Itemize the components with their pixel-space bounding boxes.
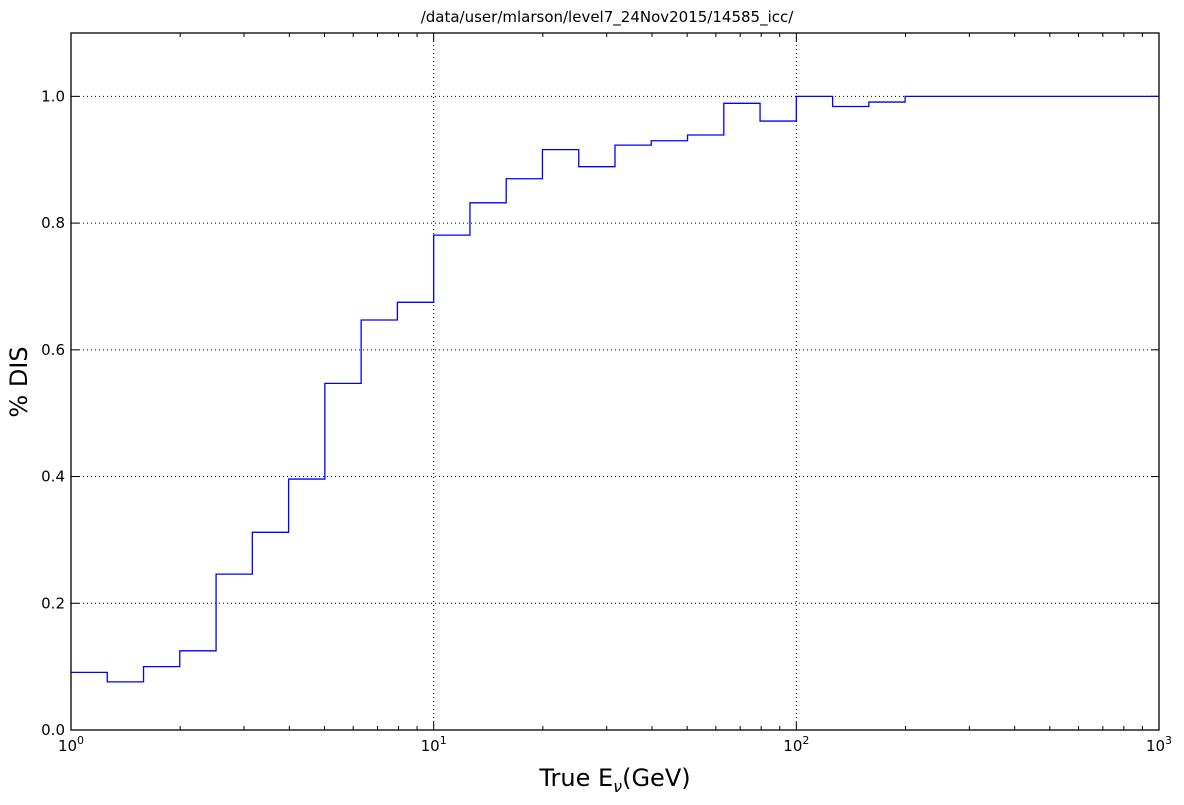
y-axis-label: % DIS (5, 346, 33, 417)
series-line-dis (71, 95, 1159, 683)
minor-ticks (179, 33, 1143, 730)
x-axis-label-subscript: ν (613, 777, 622, 796)
y-tick-label: 0.4 (41, 468, 65, 486)
grid (71, 33, 1159, 730)
x-axis-label-main: True E (538, 764, 613, 792)
y-tick-label: 1.0 (41, 87, 65, 105)
x-tick-labels: 100 101 102 103 (58, 734, 1172, 755)
x-axis-label: True Eν(GeV) (538, 764, 690, 796)
plot-frame (70, 32, 1160, 731)
x-tick-label: 101 (421, 734, 447, 755)
chart-title: /data/user/mlarson/level7_24Nov2015/1458… (421, 8, 795, 27)
y-tick-label: 0.8 (41, 214, 65, 232)
x-tick-label: 103 (1146, 734, 1172, 755)
x-tick-label: 102 (783, 734, 809, 755)
y-tick-label: 0.0 (41, 721, 65, 739)
y-tick-label: 0.6 (41, 341, 65, 359)
x-tick-label: 100 (58, 734, 84, 755)
y-tick-label: 0.2 (41, 594, 65, 612)
x-axis-label-rest: (GeV) (622, 764, 691, 792)
y-tick-labels: 0.0 0.2 0.4 0.6 0.8 1.0 (41, 87, 65, 739)
